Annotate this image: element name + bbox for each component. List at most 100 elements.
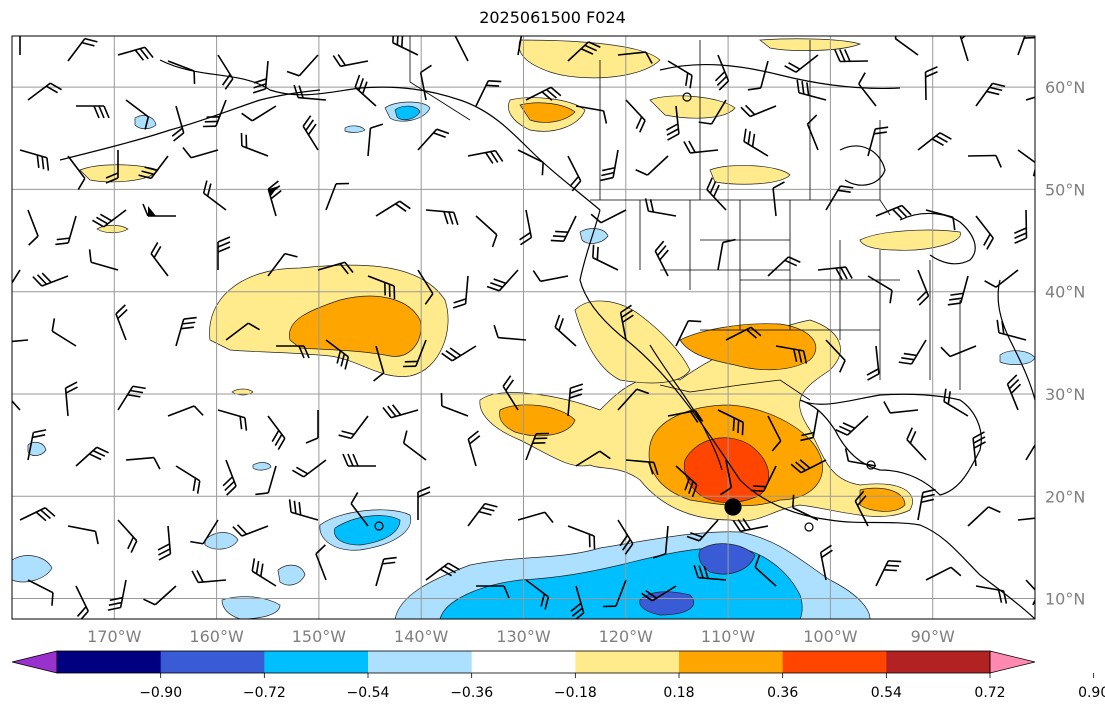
coastlines — [59, 59, 1035, 619]
wind-barb — [984, 269, 1019, 288]
wind-barb — [917, 132, 952, 151]
wind-barb — [517, 511, 554, 523]
map-title: 2025061500 F024 — [479, 8, 626, 27]
wind-barb — [125, 456, 161, 470]
shade-yellow-north — [518, 39, 661, 79]
latitude-label: 40°N — [1045, 283, 1085, 302]
colorbar-bin — [160, 651, 265, 673]
wind-barb — [967, 154, 1002, 168]
wind-barb — [373, 345, 385, 382]
wind-barb — [27, 579, 54, 606]
wind-barb — [19, 36, 21, 55]
wind-barb — [171, 105, 185, 142]
shade-lightblue-pnw — [579, 228, 609, 244]
wind-barb — [532, 270, 569, 283]
longitude-label: 120°W — [599, 627, 654, 646]
state-lines — [639, 200, 961, 390]
wind-barb — [567, 525, 596, 550]
negative-anomaly-shading — [12, 101, 1035, 619]
colorbar-bin — [679, 651, 784, 673]
wind-barb — [367, 123, 384, 157]
colorbar-tick-label: −0.36 — [450, 685, 493, 701]
wind-barb — [714, 54, 730, 91]
shade-orange-alaska — [519, 102, 576, 123]
longitude-label: 160°W — [189, 627, 244, 646]
wind-barb — [441, 345, 477, 362]
wind-barb — [867, 126, 889, 157]
wind-barb — [419, 64, 432, 101]
wind-barb — [402, 339, 427, 368]
wind-barb — [644, 198, 677, 217]
wind-barb — [142, 203, 176, 217]
wind-barb — [255, 465, 277, 496]
wind-barb — [575, 450, 611, 467]
shade-yellow-hudson — [709, 165, 791, 185]
wind-barb — [117, 519, 138, 553]
wind-barb — [819, 544, 833, 581]
wind-barb — [554, 314, 577, 347]
wind-barb — [325, 339, 350, 370]
wind-barb — [55, 215, 77, 246]
wind-barb — [27, 429, 47, 461]
shade-orange-gulf — [859, 487, 906, 512]
wind-barb — [241, 105, 277, 122]
wind-barb — [806, 114, 819, 151]
colorbar-tick-label: −0.54 — [347, 685, 390, 701]
wind-barb — [875, 204, 912, 220]
na-west-coast — [579, 209, 1035, 619]
colorbar-tick-labels: −0.90 −0.72 −0.54 −0.36 −0.18 0.18 0.36 0.54 0.7… — [139, 673, 1105, 701]
wind-barb — [202, 99, 227, 128]
wind-barb — [875, 560, 902, 587]
wind-barb — [625, 459, 659, 476]
canada-provinces — [599, 40, 881, 200]
wind-barb — [117, 385, 146, 411]
longitude-label: 110°W — [701, 627, 756, 646]
wind-barb — [12, 388, 21, 411]
wind-barb — [475, 215, 498, 248]
wind-barb — [1025, 435, 1035, 461]
wind-barb — [425, 562, 460, 581]
shade-orange-south — [499, 404, 576, 437]
wind-barb — [975, 82, 1006, 107]
wind-barb — [947, 275, 969, 306]
wind-barb — [617, 519, 634, 555]
wind-barb — [975, 585, 1008, 604]
wind-barb — [12, 269, 21, 295]
wind-barb — [652, 525, 669, 559]
longitude-label: 170°W — [87, 627, 142, 646]
wind-barb — [167, 60, 196, 85]
shade-royal-equatorial — [639, 591, 695, 616]
wind-barb — [619, 304, 634, 341]
shade-lightblue-aleutian — [134, 115, 157, 130]
wind-barb — [975, 215, 994, 250]
wind-barb — [667, 60, 693, 89]
wind-barb — [600, 149, 619, 182]
colorbar-tick-label: 0.36 — [767, 685, 798, 701]
wind-barb — [315, 544, 327, 581]
wind-barb — [232, 524, 269, 537]
wind-barb — [1025, 91, 1035, 101]
colorbar-bin — [886, 651, 991, 673]
wind-barb — [225, 322, 260, 341]
wind-barb — [867, 275, 893, 304]
wind-barb — [115, 304, 128, 341]
wind-barb — [75, 446, 109, 467]
shade-lightblue-sw2 — [221, 596, 281, 619]
wind-barb — [972, 431, 986, 467]
wind-barb — [27, 82, 62, 101]
wind-barb — [157, 525, 172, 561]
shade-royal-equatorial-2 — [698, 543, 756, 575]
wind-barb — [452, 275, 469, 309]
wind-barb — [883, 401, 919, 414]
wind-barb — [925, 209, 956, 231]
wind-barb — [625, 99, 646, 133]
wind-barb — [693, 564, 727, 581]
wind-barb — [740, 104, 777, 118]
wind-barb — [375, 200, 411, 217]
wind-barb — [19, 149, 50, 171]
wind-barb — [917, 488, 936, 521]
wind-barb — [19, 507, 56, 522]
colorbar-tick-label: 0.54 — [871, 685, 902, 701]
map-panel — [12, 36, 1035, 619]
wind-barb — [286, 54, 319, 77]
